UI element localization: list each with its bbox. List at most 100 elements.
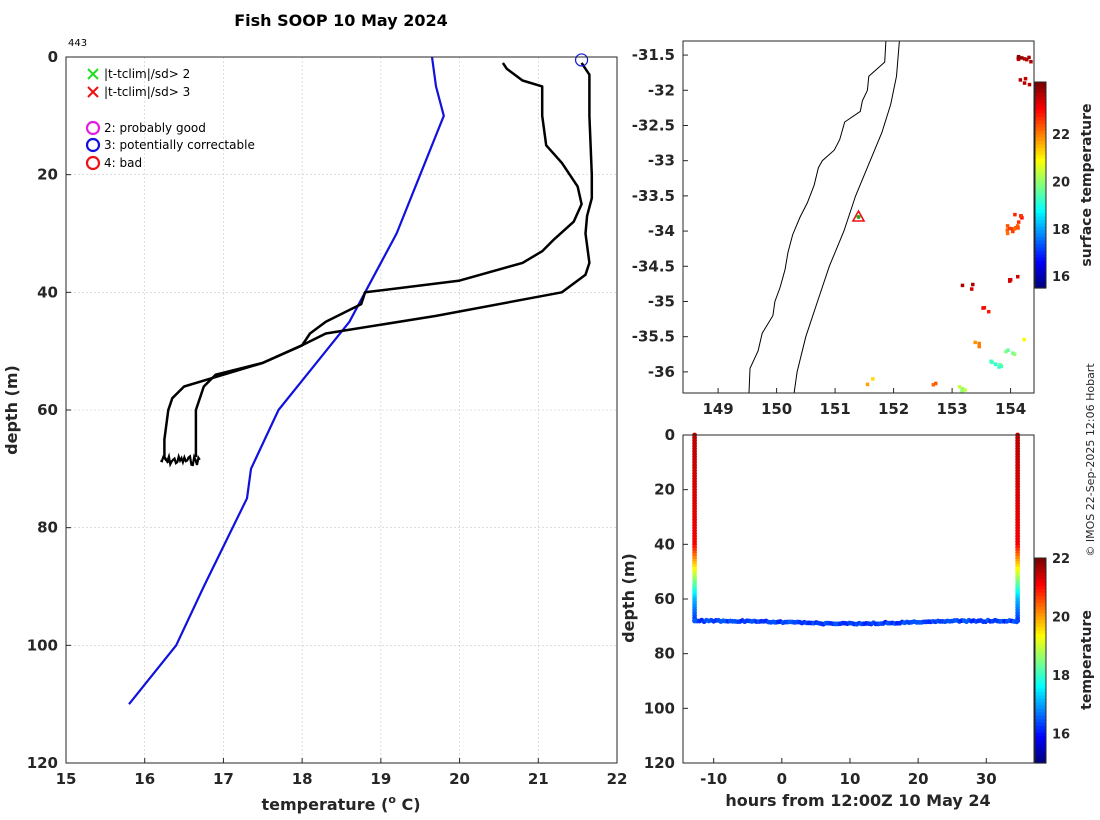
map-x-tick-label: 154 xyxy=(995,400,1026,418)
qc-flag-circle xyxy=(574,53,589,67)
x-tick-label: 21 xyxy=(528,770,549,788)
sst-pixel xyxy=(933,381,938,386)
scatter-y-tick-label: 120 xyxy=(644,754,675,772)
sst-pixel xyxy=(1012,352,1017,357)
sst-pixel xyxy=(990,360,994,365)
colorbar-segment xyxy=(1035,219,1046,224)
map-colorbar-label: surface temperature xyxy=(1079,103,1095,266)
colorbar-segment xyxy=(1035,605,1046,610)
colorbar-segment xyxy=(1035,205,1046,210)
colorbar-segment xyxy=(1035,274,1046,279)
temperature-colorbar: 16 18 20 22 xyxy=(1034,552,1070,764)
colorbar-segment xyxy=(1035,585,1046,590)
colorbar-segment xyxy=(1035,226,1046,231)
colorbar-segment xyxy=(1035,250,1046,255)
sst-pixel xyxy=(1027,55,1031,60)
colorbar-frame xyxy=(1034,557,1047,764)
sst-pixel xyxy=(1029,59,1033,64)
sst-pixel xyxy=(1016,226,1020,230)
colorbar-segment xyxy=(1035,561,1046,566)
corner-label: 443 xyxy=(68,38,87,49)
colorbar-segment xyxy=(1035,181,1046,186)
map-x-tick-label: 149 xyxy=(702,400,733,418)
colorbar-segment xyxy=(1035,558,1046,563)
colorbar-segment xyxy=(1035,718,1046,723)
colorbar-segment xyxy=(1035,660,1046,665)
map-x-tick-label: 151 xyxy=(819,400,850,418)
colorbar-segment xyxy=(1035,739,1046,744)
colorbar-segment xyxy=(1035,229,1046,234)
colorbar-segment xyxy=(1035,257,1046,262)
legend-label: |t-tclim|/sd> 3 xyxy=(104,85,190,99)
colorbar-segment xyxy=(1035,670,1046,675)
y-tick-label: 0 xyxy=(48,48,58,66)
colorbar-segment xyxy=(1035,109,1046,114)
colorbar-segment xyxy=(1035,92,1046,97)
colorbar-segment xyxy=(1035,588,1046,593)
map-y-tick-label: -32.5 xyxy=(632,116,675,134)
tow-point xyxy=(1014,619,1020,625)
colorbar-segment xyxy=(1035,233,1046,238)
legend-circle-marker xyxy=(85,120,101,136)
colorbar-segment xyxy=(1035,195,1046,200)
colorbar-segment xyxy=(1035,704,1046,709)
scatter-y-tick-label: 40 xyxy=(654,535,675,553)
colorbar-segment xyxy=(1035,140,1046,145)
sst-pixel xyxy=(960,389,964,393)
colorbar-segment xyxy=(1035,281,1046,286)
colorbar-segment xyxy=(1035,112,1046,117)
colorbar-segment xyxy=(1035,284,1046,289)
sst-pixel xyxy=(998,363,1002,367)
y-tick-label: 60 xyxy=(37,401,58,419)
sst-pixel xyxy=(1005,231,1010,236)
colorbar-segment xyxy=(1035,749,1046,754)
colorbar-frame xyxy=(1034,81,1047,289)
colorbar-tick-label: 20 xyxy=(1052,175,1070,190)
colorbar-segment xyxy=(1035,643,1046,648)
colorbar-segment xyxy=(1035,575,1046,580)
legend-label: |t-tclim|/sd> 2 xyxy=(104,67,190,81)
colorbar-segment xyxy=(1035,657,1046,662)
map-x-tick-label: 153 xyxy=(936,400,967,418)
sst-pixel xyxy=(1022,57,1027,61)
colorbar-segment xyxy=(1035,581,1046,586)
colorbar-segment xyxy=(1035,663,1046,668)
credit-text: © IMOS 22-Sep-2025 12:06 Hobart xyxy=(1084,363,1097,557)
colorbar-segment xyxy=(1035,578,1046,583)
colorbar-tick-label: 18 xyxy=(1052,669,1070,684)
colorbar-segment xyxy=(1035,681,1046,686)
sst-pixel xyxy=(982,305,987,310)
map-y-tick-label: -31.5 xyxy=(632,46,675,64)
chart-title: Fish SOOP 10 May 2024 xyxy=(234,11,448,30)
colorbar-segment xyxy=(1035,188,1046,193)
colorbar-segment xyxy=(1035,640,1046,645)
colorbar-segment xyxy=(1035,564,1046,569)
x-tick-label: 15 xyxy=(56,770,77,788)
sst-pixel xyxy=(1018,214,1023,218)
colorbar-segment xyxy=(1035,698,1046,703)
colorbar-segment xyxy=(1035,752,1046,757)
sst-pixel xyxy=(969,287,974,291)
colorbar-segment xyxy=(1035,728,1046,733)
colorbar-tick-label: 16 xyxy=(1052,728,1070,743)
colorbar-segment xyxy=(1035,636,1046,641)
legend-cross-marker xyxy=(87,86,99,98)
shelf-contour xyxy=(793,40,900,394)
map-y-tick-label: -35 xyxy=(648,292,675,310)
plot-frame xyxy=(65,56,618,764)
map-y-tick-label: -32 xyxy=(648,81,675,99)
colorbar-segment xyxy=(1035,154,1046,159)
colorbar-segment xyxy=(1035,711,1046,716)
colorbar-segment xyxy=(1035,164,1046,169)
y-tick-label: 20 xyxy=(37,166,58,184)
colorbar-segment xyxy=(1035,599,1046,604)
scatter-frame xyxy=(682,434,1035,764)
sst-pixel xyxy=(1023,76,1028,81)
colorbar-segment xyxy=(1035,178,1046,183)
colorbar-segment xyxy=(1035,267,1046,272)
colorbar-segment xyxy=(1035,742,1046,747)
colorbar-segment xyxy=(1035,571,1046,576)
colorbar-segment xyxy=(1035,677,1046,682)
map-y-tick-label: -34 xyxy=(648,222,675,240)
colorbar-tick-label: 18 xyxy=(1052,223,1070,238)
